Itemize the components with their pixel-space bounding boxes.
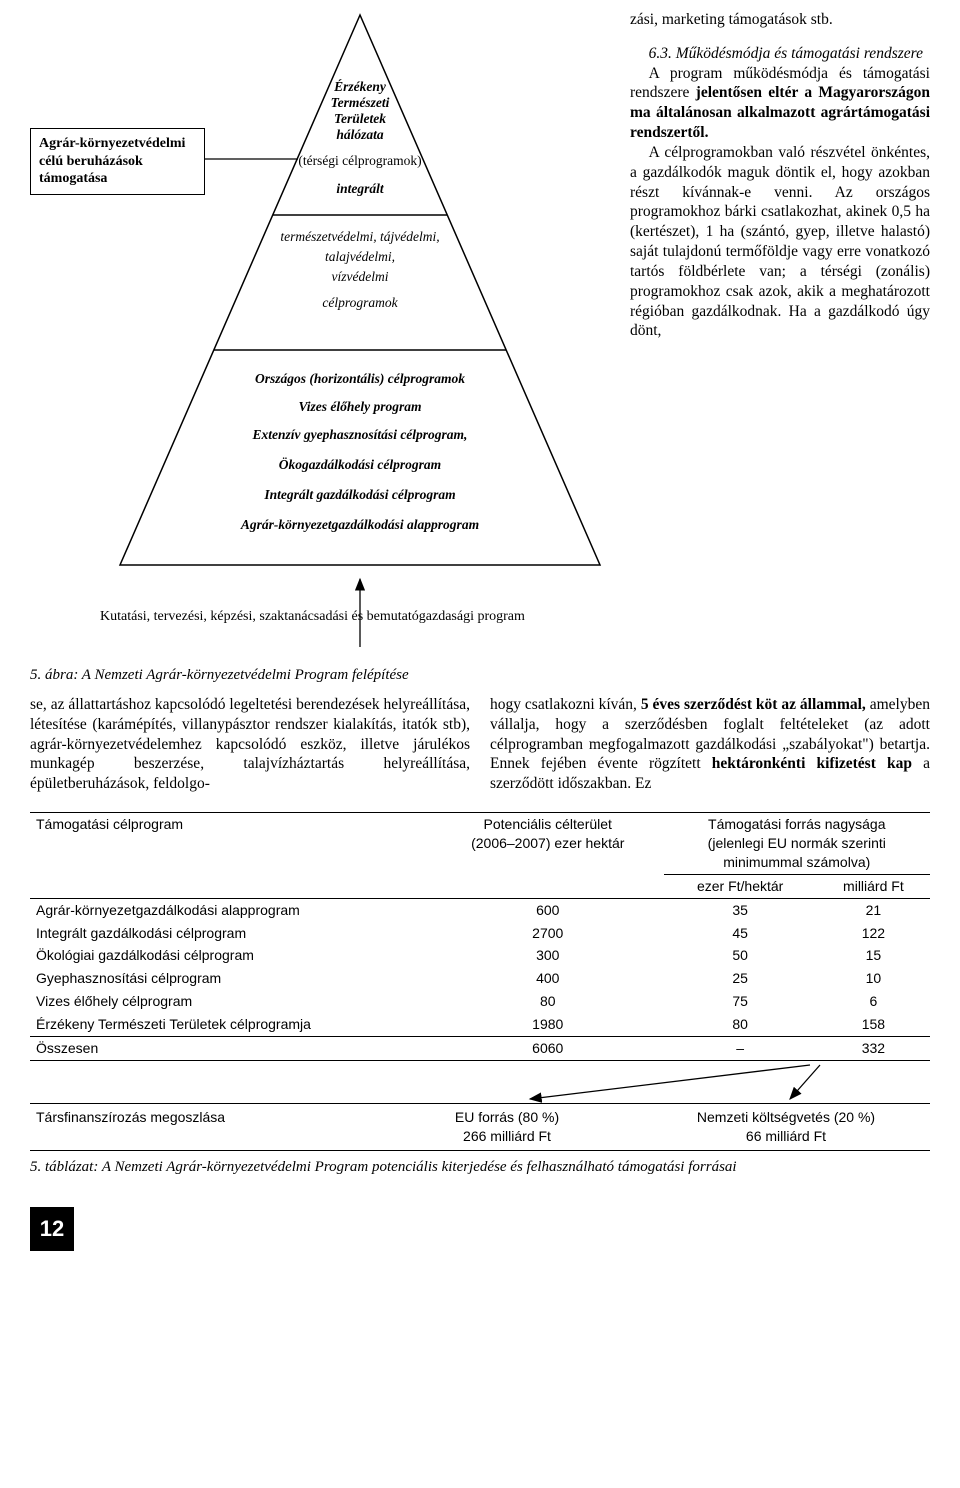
th-rate: ezer Ft/hektár	[664, 874, 817, 898]
pyramid-label: (térségi célprogramok)	[270, 152, 450, 170]
table-row-sum: Összesen6060–332	[30, 1037, 930, 1061]
table-row: Gyephasznosítási célprogram4002510	[30, 967, 930, 990]
bottom-program-text: Kutatási, tervezési, képzési, szaktanács…	[100, 608, 525, 627]
arrow-left-icon	[530, 1065, 810, 1099]
th-program: Támogatási célprogram	[30, 813, 432, 899]
th-total: milliárd Ft	[817, 874, 930, 898]
figure-caption: 5. ábra: A Nemzeti Agrár-környezetvédelm…	[30, 665, 409, 685]
pyramid-label: Agrár-környezetgazdálkodási alapprogram	[210, 516, 510, 534]
table-row: Érzékeny Természeti Területek célprogram…	[30, 1013, 930, 1036]
cofin-national: Nemzeti költségvetés (20 %) 66 milliárd …	[642, 1103, 930, 1150]
split-arrows	[30, 1063, 930, 1103]
rt-p1: zási, marketing támogatások stb.	[630, 10, 930, 30]
pyramid-label: természetvédelmi, tájvédelmi,	[250, 228, 470, 246]
right-text-column: zási, marketing támogatások stb. 6.3. Mű…	[630, 10, 930, 341]
pyramid-label: hálózata	[310, 126, 410, 144]
rt-p3: A célprogramokban való részvétel önkénte…	[630, 143, 930, 341]
rt-heading: 6.3. Működésmódja és támogatási rendszer…	[630, 44, 930, 64]
pyramid-label: célprogramok	[295, 294, 425, 312]
pyramid-label: talajvédelmi,	[300, 248, 420, 266]
page-number: 12	[30, 1207, 74, 1251]
pyramid-label: Extenzív gyephasznosítási célprogram,	[220, 426, 500, 444]
cofinancing-table: Társfinanszírozás megoszlása EU forrás (…	[30, 1103, 930, 1151]
pyramid-label: vízvédelmi	[305, 268, 415, 286]
pyramid-label: Országos (horizontális) célprogramok	[220, 370, 500, 388]
arrow-right-icon	[790, 1065, 820, 1099]
pyramid-label: Vizes élőhely program	[270, 398, 450, 416]
th-area: Potenciális célterület(2006–2007) ezer h…	[432, 813, 664, 899]
pyramid-label: Ökogazdálkodási célprogram	[250, 456, 470, 474]
support-programs-table: Támogatási célprogram Potenciális célter…	[30, 812, 930, 1061]
sidebox-line3: támogatása	[39, 171, 107, 186]
table-body: Agrár-környezetgazdálkodási alapprogram6…	[30, 898, 930, 1060]
table-caption: 5. táblázat: A Nemzeti Agrár-környezetvé…	[30, 1157, 930, 1177]
table-row: Vizes élőhely célprogram80756	[30, 990, 930, 1013]
th-funding: Támogatási forrás nagysága(jelenlegi EU …	[664, 813, 930, 875]
table-row: Ökológiai gazdálkodási célprogram3005015	[30, 944, 930, 967]
split-arrows-svg	[30, 1063, 930, 1103]
table-row: Integrált gazdálkodási célprogram2700451…	[30, 922, 930, 945]
top-section: Agrár-környezetvédelmi célú beruházások …	[30, 10, 930, 765]
pyramid-label: integrált	[310, 180, 410, 198]
table-row: Agrár-környezetgazdálkodási alapprogram6…	[30, 898, 930, 921]
pyramid-label: Integrált gazdálkodási célprogram	[230, 486, 490, 504]
rt-heading-text: 6.3. Működésmódja és támogatási rendszer…	[649, 45, 923, 62]
cofin-eu: EU forrás (80 %) 266 milliárd Ft	[372, 1103, 642, 1150]
rt-p2: A program működésmódja és támogatási ren…	[630, 64, 930, 143]
cofin-label: Társfinanszírozás megoszlása	[30, 1103, 372, 1150]
